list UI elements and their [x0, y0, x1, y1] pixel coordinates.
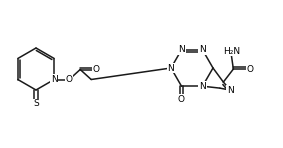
Text: N: N — [227, 86, 234, 95]
Text: N: N — [178, 45, 185, 54]
Text: N: N — [51, 75, 57, 84]
Text: O: O — [66, 75, 73, 84]
Text: N: N — [199, 45, 206, 54]
Text: S: S — [33, 99, 39, 108]
Text: O: O — [93, 65, 100, 74]
Text: H₂N: H₂N — [223, 47, 240, 56]
Text: O: O — [247, 65, 254, 74]
Text: O: O — [178, 95, 185, 104]
Text: N: N — [199, 82, 206, 91]
Text: N: N — [168, 63, 174, 73]
